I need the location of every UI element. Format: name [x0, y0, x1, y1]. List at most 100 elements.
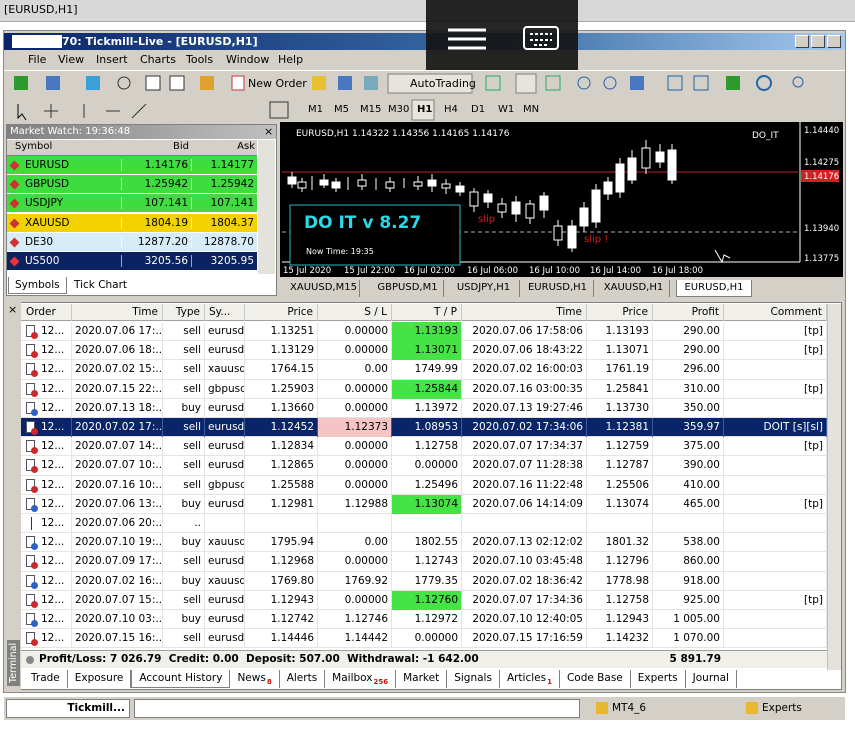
market-watch-tab[interactable]: Tick Chart	[74, 279, 128, 291]
timeframe-button[interactable]: H1	[417, 104, 433, 115]
chart-tab[interactable]: XAUUSD,H1	[598, 280, 670, 297]
order-icon	[26, 382, 35, 395]
market-watch-row[interactable]: DE30 12877.20 12878.70	[7, 232, 257, 252]
menu-item[interactable]: Tools	[186, 53, 214, 66]
table-row[interactable]: 12... 2020.07.15 16:... sell eurusd 1.14446 1…	[21, 629, 827, 649]
market-watch-row[interactable]: GBPUSD 1.25942 1.25942	[7, 175, 257, 195]
bid: 1.14176	[121, 159, 191, 171]
table-row[interactable]: 12... 2020.07.09 17:... sell eurusd 1.12968 0…	[21, 552, 827, 572]
table-row[interactable]: 12... 2020.07.10 19:... buy xauusd 1795.94 0.…	[21, 533, 827, 553]
window-controls[interactable]	[795, 35, 841, 48]
timeframe-button[interactable]: W1	[498, 104, 515, 115]
ask: 3205.95	[191, 255, 257, 267]
order-icon	[26, 325, 35, 337]
table-cell: 1.12759	[587, 437, 653, 457]
column-header[interactable]: T / P	[392, 304, 462, 321]
menu-item[interactable]: Help	[278, 53, 304, 66]
autotrading-button[interactable]: AutoTrading	[410, 77, 476, 90]
maximize[interactable]	[811, 35, 825, 48]
table-row[interactable]: 12... 2020.07.06 20:.....	[21, 514, 827, 534]
market-watch-row[interactable]: EURUSD 1.14176 1.14177	[7, 156, 257, 175]
column-header[interactable]: Price	[587, 304, 653, 321]
market-watch-tab[interactable]: Symbols	[8, 277, 67, 294]
timeframe-button[interactable]: M1	[308, 104, 323, 115]
taskbar-app[interactable]: Tickmill...	[6, 699, 130, 718]
market-watch-close[interactable]: ×	[264, 125, 274, 138]
table-row[interactable]: 12... 2020.07.07 10:... sell eurusd 1.12865 0…	[21, 456, 827, 476]
column-header[interactable]: S / L	[318, 304, 392, 321]
terminal-tab[interactable]: Alerts	[280, 670, 326, 688]
terminal-tab[interactable]: News8	[230, 670, 280, 688]
close[interactable]	[827, 35, 841, 48]
terminal-tab[interactable]: Trade	[24, 670, 68, 688]
scrollbar[interactable]	[827, 304, 841, 670]
timeframe-button[interactable]: M30	[388, 104, 410, 115]
table-row[interactable]: 12... 2020.07.02 17:... sell eurusd 1.12452 1…	[21, 418, 827, 438]
chart-tab[interactable]: USDJPY,H1	[448, 280, 520, 297]
terminal-tab[interactable]: Journal	[686, 670, 737, 688]
market-watch-row[interactable]: US500 3205.56 3205.95	[7, 252, 257, 271]
order-icon	[26, 421, 35, 433]
table-row[interactable]: 12... 2020.07.02 15:... sell xauusd 1764.15 0…	[21, 360, 827, 380]
minimize[interactable]	[795, 35, 809, 48]
menu-item[interactable]: File	[28, 53, 47, 66]
table-cell: 2020.07.02 15:...	[72, 360, 163, 380]
terminal-label: Terminal	[7, 639, 20, 686]
column-header[interactable]: Time	[72, 304, 163, 321]
terminal-tab[interactable]: Experts	[631, 670, 686, 688]
column-header[interactable]: Comment	[724, 304, 827, 321]
table-row[interactable]: 12... 2020.07.07 14:... sell eurusd 1.12834 0…	[21, 437, 827, 457]
terminal-tab[interactable]: Articles1	[500, 670, 560, 688]
column-header[interactable]: Profit	[653, 304, 724, 321]
table-row[interactable]: 12... 2020.07.16 10:... sell gbpusd 1.25588 0…	[21, 475, 827, 495]
taskbar-folder[interactable]: MT4_6	[612, 702, 647, 714]
table-row[interactable]: 12... 2020.07.07 15:... sell eurusd 1.12943 0…	[21, 590, 827, 610]
column-header[interactable]: Time	[462, 304, 587, 321]
taskbar-field	[134, 699, 580, 718]
chart-tab[interactable]: GBPUSD,M1	[372, 280, 444, 297]
timeframe-button[interactable]: D1	[471, 104, 486, 115]
tab-label: News	[237, 672, 266, 684]
terminal-tab[interactable]: Code Base	[560, 670, 631, 688]
terminal-tab[interactable]: Market	[396, 670, 448, 688]
terminal-tab[interactable]: Account History	[131, 670, 231, 688]
column-header[interactable]: Type	[163, 304, 205, 321]
column-header[interactable]: Price	[245, 304, 318, 321]
table-cell: 1.12943	[245, 590, 318, 610]
table-cell: eurusd	[205, 629, 245, 649]
menu-item[interactable]: Window	[226, 53, 270, 66]
menu-item[interactable]: View	[58, 53, 85, 66]
market-watch-row[interactable]: USDJPY 107.141 107.141	[7, 194, 257, 214]
table-cell: 12...	[38, 456, 72, 476]
table-cell: 2020.07.13 18:...	[72, 398, 163, 418]
table-row[interactable]: 12... 2020.07.06 18:... sell eurusd 1.13129 0…	[21, 341, 827, 361]
column-header[interactable]: Order	[22, 304, 72, 321]
chart-tab[interactable]: EURUSD,H1	[522, 280, 594, 297]
table-row[interactable]: 12... 2020.07.02 16:... buy xauusd 1769.80 17…	[21, 571, 827, 591]
timeframe-button[interactable]: H4	[444, 104, 458, 115]
taskbar-experts[interactable]: Experts	[762, 702, 802, 714]
table-cell: 1.13972	[392, 398, 462, 418]
new-order-button[interactable]: New Order	[248, 77, 307, 90]
table-cell: 12...	[38, 571, 72, 591]
terminal-tab[interactable]: Signals	[447, 670, 500, 688]
timeframe-button[interactable]: MN	[523, 104, 540, 115]
table-cell: 0.00000	[392, 456, 462, 476]
menu-item[interactable]: Charts	[140, 53, 176, 66]
timeframe-button[interactable]: M5	[334, 104, 349, 115]
table-row[interactable]: 12... 2020.07.06 13:... buy eurusd 1.12981 1.…	[21, 494, 827, 514]
column-header[interactable]: Sy...	[205, 304, 245, 321]
timeframe-button[interactable]: M15	[360, 104, 382, 115]
terminal-close[interactable]: ×	[8, 303, 18, 316]
terminal-tab[interactable]: Mailbox256	[325, 670, 397, 688]
table-row[interactable]: 12... 2020.07.10 03:... buy eurusd 1.12742 1.…	[21, 610, 827, 630]
table-row[interactable]: 12... 2020.07.13 18:... buy eurusd 1.13660 0.…	[21, 398, 827, 418]
chart-tab[interactable]: EURUSD,H1	[676, 280, 752, 297]
overlay-icons[interactable]	[426, 0, 578, 70]
menu-item[interactable]: Insert	[96, 53, 128, 66]
chart-tab[interactable]: XAUUSD,M15	[288, 280, 360, 297]
terminal-tab[interactable]: Exposure	[68, 670, 132, 688]
table-row[interactable]: 12... 2020.07.15 22:... sell gbpusd 1.25903 0…	[21, 379, 827, 399]
table-row[interactable]: 12... 2020.07.06 17:... sell eurusd 1.13251 0…	[21, 322, 827, 342]
market-watch-row[interactable]: XAUUSD 1804.19 1804.37	[7, 213, 257, 233]
